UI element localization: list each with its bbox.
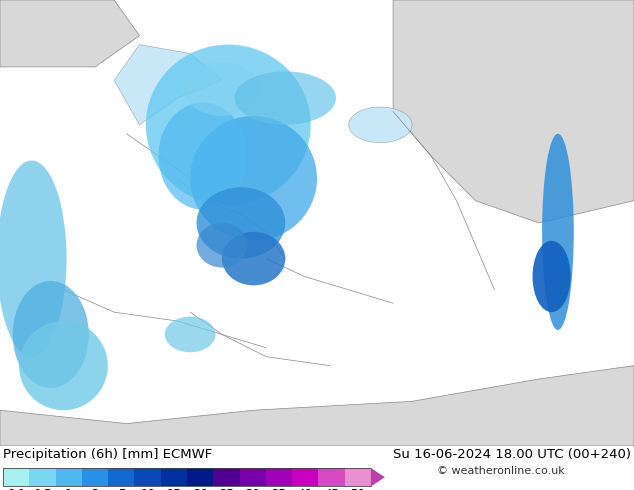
Bar	[56, 468, 82, 487]
Ellipse shape	[0, 161, 67, 357]
Ellipse shape	[349, 107, 412, 143]
Bar	[134, 468, 161, 487]
Bar	[266, 468, 292, 487]
Text: 5: 5	[118, 488, 125, 490]
Bar	[82, 468, 108, 487]
Ellipse shape	[222, 232, 285, 285]
Polygon shape	[114, 45, 222, 125]
Text: 35: 35	[271, 488, 287, 490]
Polygon shape	[371, 468, 385, 487]
Ellipse shape	[13, 281, 89, 388]
Ellipse shape	[158, 102, 247, 210]
Text: Precipitation (6h) [mm] ECMWF: Precipitation (6h) [mm] ECMWF	[3, 448, 212, 461]
Text: 15: 15	[167, 488, 181, 490]
Bar	[3, 468, 29, 487]
Text: 2: 2	[91, 488, 99, 490]
Text: 10: 10	[140, 488, 155, 490]
Bar	[161, 468, 187, 487]
Bar	[318, 468, 345, 487]
Bar	[292, 468, 318, 487]
Ellipse shape	[197, 223, 247, 268]
Text: 0.1: 0.1	[7, 488, 25, 490]
Text: 45: 45	[324, 488, 339, 490]
Polygon shape	[0, 366, 634, 446]
Ellipse shape	[19, 321, 108, 410]
Ellipse shape	[146, 45, 311, 205]
Polygon shape	[0, 0, 139, 67]
Text: 1: 1	[65, 488, 72, 490]
Bar	[213, 468, 240, 487]
Bar	[3, 468, 371, 487]
Text: © weatheronline.co.uk: © weatheronline.co.uk	[437, 466, 565, 476]
Ellipse shape	[235, 72, 336, 125]
Text: Su 16-06-2024 18.00 UTC (00+240): Su 16-06-2024 18.00 UTC (00+240)	[393, 448, 631, 461]
Text: 25: 25	[219, 488, 234, 490]
Text: 20: 20	[193, 488, 207, 490]
Polygon shape	[393, 0, 634, 223]
Text: 50: 50	[351, 488, 365, 490]
Ellipse shape	[184, 62, 260, 116]
Bar	[29, 468, 56, 487]
Ellipse shape	[190, 116, 317, 241]
Ellipse shape	[165, 317, 216, 352]
Text: 0.5: 0.5	[34, 488, 52, 490]
Bar	[240, 468, 266, 487]
Bar	[187, 468, 213, 487]
Text: 40: 40	[298, 488, 313, 490]
Text: 30: 30	[245, 488, 260, 490]
Bar	[108, 468, 134, 487]
Ellipse shape	[542, 134, 574, 330]
Bar	[345, 468, 371, 487]
Ellipse shape	[197, 187, 285, 259]
Ellipse shape	[533, 241, 571, 312]
